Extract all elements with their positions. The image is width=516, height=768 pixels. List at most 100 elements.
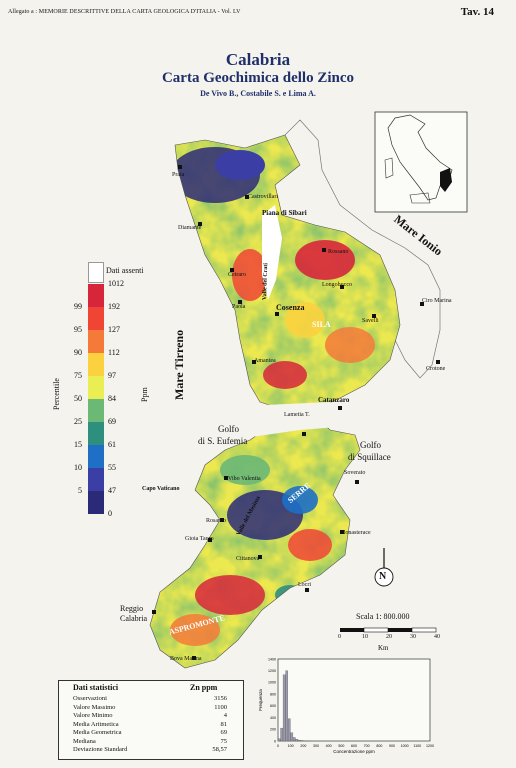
place-soverato: Soverato <box>344 470 366 476</box>
place-bova-marina: Bova Marina <box>170 656 202 662</box>
legend-percentile-title: Percentile <box>52 378 61 410</box>
legend-percentile-label: 5 <box>78 486 82 495</box>
place-catanzaro: Catanzaro <box>318 396 350 404</box>
label-mar-tirreno: Mare Tirreno <box>172 329 186 400</box>
legend-swatch <box>88 284 104 307</box>
place-gioia-tauro: Gioia Tauro <box>185 536 214 542</box>
stats-row-label: Deviazione Standard <box>73 746 128 753</box>
histogram-bar <box>285 670 288 742</box>
histogram-x-tick: 900 <box>389 744 395 748</box>
place-savelli: Savelli <box>362 318 379 324</box>
place-locri: Locri <box>298 582 311 588</box>
label-capo-vaticano: Capo Vaticano <box>142 486 180 492</box>
histogram-x-tick: 600 <box>351 744 357 748</box>
histogram-y-label: Frequenza <box>258 689 263 711</box>
histogram-y-tick: 800 <box>270 692 276 696</box>
legend-unit-title: Ppm <box>140 387 149 402</box>
histogram-x-tick: 400 <box>326 744 332 748</box>
place-diamante: Diamante <box>178 225 202 231</box>
legend-swatch <box>88 445 104 468</box>
place-castrovillari: Castrovillari <box>248 194 278 200</box>
legend-ppm-label: 47 <box>108 486 116 495</box>
stats-row-value: 75 <box>220 737 228 745</box>
legend-ppm-label: 84 <box>108 394 116 403</box>
histogram-bar <box>295 739 299 742</box>
stats-row: Osservazioni 3156 <box>73 695 233 703</box>
stats-title: Dati statistici <box>73 683 119 692</box>
legend-absent-label: Dati assenti <box>106 266 144 275</box>
label-gulf-squillace-1: Golfo <box>360 440 381 450</box>
map-title: Calabria <box>225 50 291 69</box>
histogram-bar <box>300 740 304 742</box>
stats-row-value: 69 <box>220 729 228 736</box>
legend-swatch <box>88 353 104 376</box>
place-piana-sibari: Piana di Sibari <box>262 209 307 217</box>
place-ciro-marina: Ciro Marina <box>422 298 452 304</box>
histogram-x-tick: 1100 <box>413 744 421 748</box>
legend-percentile-label: 10 <box>74 463 82 472</box>
place-rossano: Rossano <box>328 249 349 255</box>
stats-row-value: 4 <box>223 712 227 719</box>
histogram-x-tick: 800 <box>376 744 382 748</box>
map-subtitle: Carta Geochimica dello Zinco <box>161 70 355 86</box>
stats-table: Dati statistici Zn ppm Osservazioni 3156 V… <box>58 680 244 760</box>
stats-row-label: Media Aritmetica <box>73 720 119 728</box>
histogram-y-tick: 400 <box>270 716 276 720</box>
place-monasterace: Monasterace <box>340 530 371 536</box>
legend-percentile-label: 95 <box>74 325 82 334</box>
stats-row-label: Mediana <box>73 737 96 745</box>
crati-valley <box>262 205 282 300</box>
stats-row-label: Valore Massimo <box>73 703 116 711</box>
stats-row-value: 3156 <box>214 695 227 702</box>
scale-title: Scala 1: 800.000 <box>356 612 410 621</box>
legend-ppm-label: 1012 <box>108 279 124 288</box>
place-sila: SILA <box>312 320 331 329</box>
label-gulf-eufemia-1: Golfo <box>218 424 239 434</box>
scale-tick-label: 10 <box>362 634 368 640</box>
histogram-x-tick: 700 <box>364 744 370 748</box>
stats-row: Media Aritmetica 81 <box>73 721 233 729</box>
stats-row-value: 58,57 <box>212 746 227 753</box>
histogram-bar <box>280 727 283 742</box>
plate-caption: Allegato a : MEMORIE DESCRITTIVE DELLA C… <box>8 9 241 15</box>
coastline-outline <box>284 119 441 379</box>
stats-row-label: Media Geometrica <box>73 729 122 736</box>
legend-absent-swatch <box>88 262 104 283</box>
legend-swatch <box>88 422 104 445</box>
place-amantea: Amantea <box>254 358 276 364</box>
histogram-bar <box>287 718 291 742</box>
place-vibo-valentia: Vibo Valentia <box>228 476 261 482</box>
legend-ppm-label: 97 <box>108 371 116 380</box>
histogram-x-tick: 100 <box>288 744 294 748</box>
legend-ppm-label: 192 <box>108 302 120 311</box>
stats-row: Valore Massimo 1100 <box>73 704 233 712</box>
scale-tick-label: 30 <box>410 634 416 640</box>
zn-histogram: 0 100 200 300 400 500 600 700 800 900 1000 1100 1200… <box>258 657 434 754</box>
stats-row-label: Valore Minimo <box>73 712 113 719</box>
histogram-bar <box>298 739 301 742</box>
legend-swatch <box>88 399 104 422</box>
scale-tick-label: 0 <box>338 634 341 640</box>
legend-ppm-label: 69 <box>108 417 116 426</box>
histogram-bar <box>290 732 294 742</box>
histogram-x-tick: 200 <box>300 744 306 748</box>
legend-percentile-label: 25 <box>74 417 82 426</box>
north-arrow-icon <box>374 548 394 587</box>
histogram-x-label: Concentrazione ppm <box>333 749 375 754</box>
place-cetraro: Cetraro <box>228 272 246 278</box>
north-label: N <box>379 571 387 582</box>
town-markers <box>152 165 440 660</box>
scale-bar <box>340 627 437 633</box>
legend-percentile-label: 99 <box>74 302 82 311</box>
histogram-y-tick: 1000 <box>268 681 276 685</box>
stats-row-label: Osservazioni <box>73 695 107 702</box>
stats-row: Valore Minimo 4 <box>73 712 233 720</box>
legend-percentile-label: 50 <box>74 394 82 403</box>
legend-percentile-label: 15 <box>74 440 82 449</box>
histogram-y-tick: 0 <box>274 739 276 743</box>
legend-swatch <box>88 330 104 353</box>
region-outline <box>149 134 401 669</box>
legend-ppm-label: 55 <box>108 463 116 472</box>
legend-swatch <box>88 376 104 399</box>
label-gulf-eufemia-2: di S. Eufemia <box>198 436 248 446</box>
